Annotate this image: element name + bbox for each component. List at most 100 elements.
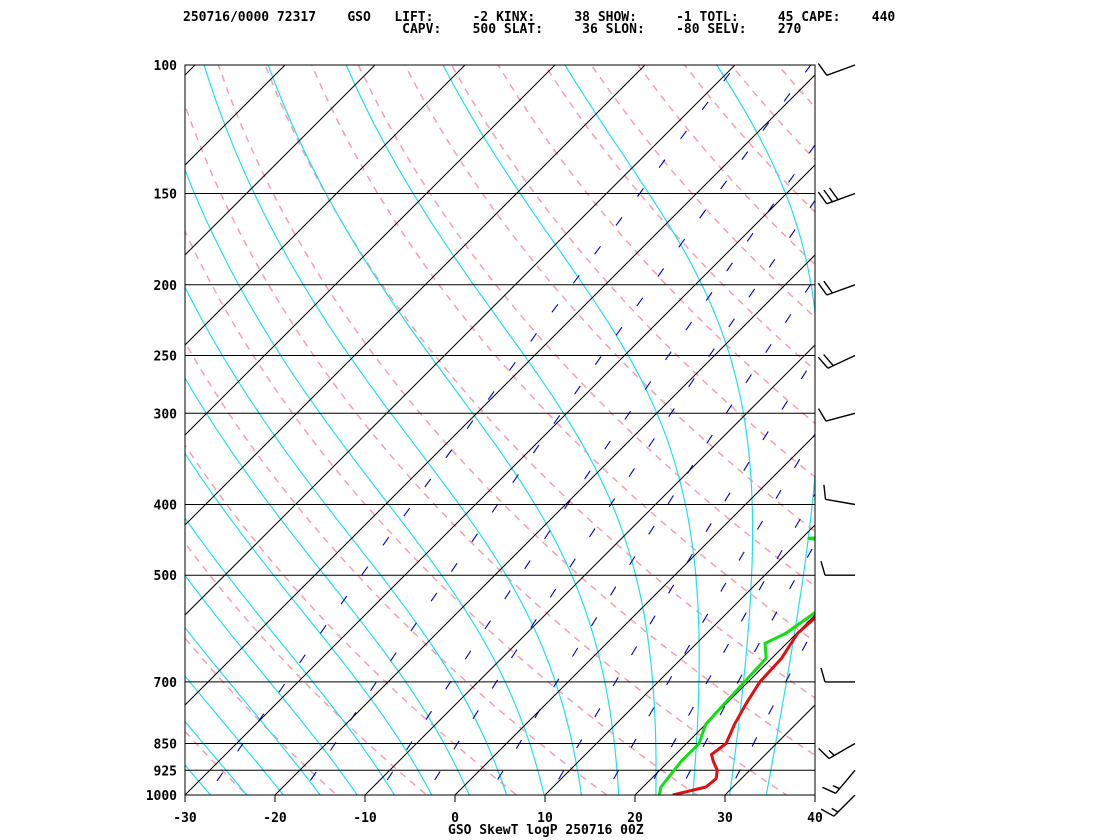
dry-adiabat — [841, 32, 1120, 811]
temperature-labels: -30 -20 -10 0 10 20 30 40 — [173, 795, 823, 826]
x-tick-label: 10 — [537, 811, 553, 826]
pressure-label: 100 — [154, 59, 178, 74]
wind-barb — [823, 484, 856, 506]
moist-adiabat — [185, 452, 433, 795]
moist-adiabat — [0, 65, 80, 811]
isotherm — [724, 704, 815, 795]
dry-adiabat — [450, 65, 815, 479]
dry-adiabat — [185, 443, 518, 795]
pressure-label: 850 — [154, 737, 178, 752]
dry-adiabat — [796, 32, 1120, 811]
header-line-2: CAPV: 500 SLAT: 36 SLON: -80 SELV: 270 — [183, 22, 802, 37]
x-tick-label: 40 — [807, 811, 823, 826]
wind-barb — [818, 742, 856, 760]
dry-adiabat — [776, 65, 815, 108]
moist-adiabat — [185, 574, 358, 795]
isotherm — [185, 74, 815, 706]
x-tick-label: 0 — [451, 811, 459, 826]
moist-adiabat — [203, 65, 583, 795]
profiles — [657, 536, 815, 795]
isotherm — [185, 65, 196, 76]
dry-adiabat — [497, 65, 815, 425]
moist-adiabat — [185, 168, 545, 795]
dry-adiabat — [185, 636, 338, 795]
moist-adiabat — [185, 675, 285, 795]
x-tick-label: 20 — [627, 811, 643, 826]
isotherm — [364, 344, 815, 795]
moist-adiabat — [267, 65, 620, 795]
isotherm — [185, 65, 376, 256]
isotherm — [0, 32, 138, 811]
wind-barb — [817, 63, 856, 76]
x-tick-label: -30 — [173, 811, 197, 826]
wind-barb — [820, 561, 855, 576]
header-line-1: 250716/0000 72317 GSO LIFT: -2 KINX: 38 … — [183, 10, 896, 25]
dry-adiabat — [543, 65, 815, 372]
dry-adiabat — [310, 65, 815, 643]
mixing-ratio-line — [424, 199, 815, 795]
dry-adiabat — [185, 340, 608, 795]
temperature-line — [672, 615, 815, 795]
dry-adiabat — [404, 65, 815, 533]
moist-adiabat — [716, 65, 815, 795]
wind-barb — [817, 187, 856, 205]
plot-frame — [184, 64, 816, 796]
wind-barbs — [817, 63, 856, 817]
pressure-label: 925 — [154, 764, 177, 779]
wind-barb — [817, 408, 856, 422]
isotherm — [634, 614, 815, 795]
mixing-ratio-line — [548, 356, 815, 795]
moist-adiabat — [442, 65, 700, 795]
isotherm — [185, 65, 646, 526]
dry-adiabat — [357, 65, 815, 587]
isotherm — [274, 254, 815, 795]
dry-adiabat — [264, 65, 815, 699]
pressure-label: 250 — [154, 349, 178, 364]
isotherm — [185, 65, 736, 616]
dry-adiabat — [636, 65, 815, 266]
pressure-label: 150 — [154, 188, 178, 203]
dewpoint-line — [657, 536, 815, 795]
chart-title: GSO SkewT logP 250716 00Z — [448, 823, 644, 838]
pressure-label: 200 — [154, 279, 178, 294]
isotherm — [185, 65, 556, 436]
moist-adiabat — [185, 626, 321, 795]
isotherm — [185, 164, 815, 795]
isotherm — [454, 434, 815, 795]
moist-adiabat — [0, 65, 188, 811]
moist-adiabat — [345, 65, 657, 795]
plot-frame-rect — [184, 64, 816, 796]
pressure-label: 400 — [154, 499, 178, 514]
wind-barb — [820, 667, 855, 683]
isotherm — [544, 524, 815, 795]
wind-barb — [822, 769, 856, 794]
isotherm — [185, 65, 466, 346]
dry-adiabat — [683, 65, 815, 214]
dry-adiabat — [185, 541, 428, 795]
x-tick-label: -10 — [353, 811, 377, 826]
x-tick-label: 30 — [717, 811, 733, 826]
isotherm — [185, 65, 286, 166]
mixing-ratio-line — [206, 65, 737, 795]
dry-adiabat — [185, 229, 698, 795]
pressure-label: 300 — [154, 407, 178, 422]
dry-adiabat — [730, 65, 815, 161]
pressure-label: 1000 — [146, 789, 177, 804]
moist-adiabat — [185, 377, 470, 795]
moist-adiabat — [185, 517, 396, 795]
isotherm — [814, 794, 815, 795]
x-tick-label: -20 — [263, 811, 287, 826]
isotherm — [0, 32, 48, 811]
pressure-labels: 100 150 200 250 300 400 500 700 850 925 1000 — [146, 59, 177, 804]
moist-adiabat — [0, 65, 152, 811]
moist-adiabat — [185, 286, 508, 795]
mixing-ratio-line — [676, 542, 815, 795]
dry-adiabat — [185, 103, 789, 795]
moist-adiabat — [0, 65, 116, 811]
mixing-ratio-line — [726, 625, 815, 795]
pressure-label: 500 — [154, 569, 178, 584]
mixing-ratio-line — [644, 492, 815, 795]
mixing-ratio-line — [604, 432, 815, 795]
